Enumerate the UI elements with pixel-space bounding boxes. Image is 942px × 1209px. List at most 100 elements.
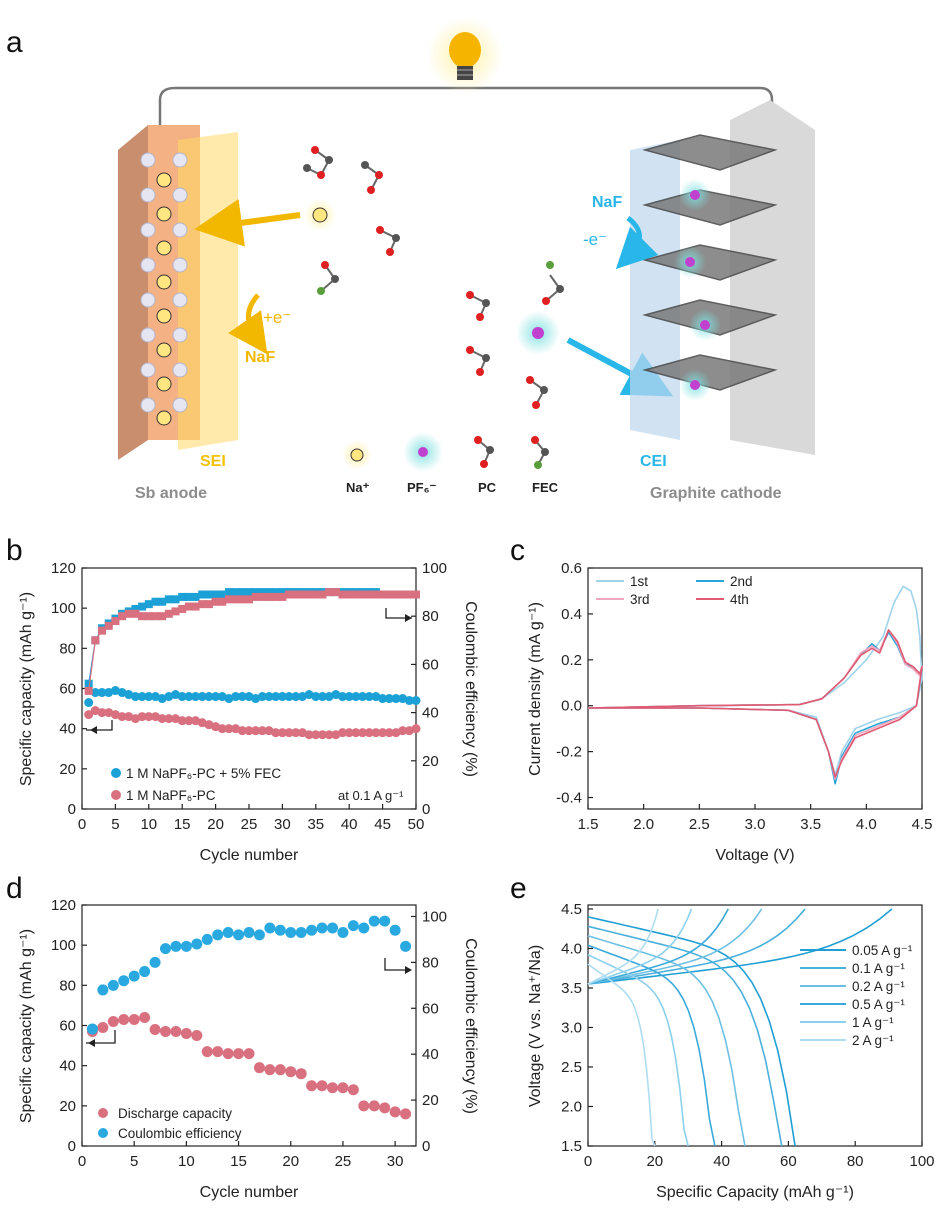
data-point — [231, 588, 240, 597]
x-tick-label: 15 — [230, 1153, 247, 1170]
ylabel-b: Specific capacity (mAh g⁻¹) — [18, 592, 35, 786]
y-tick-label: 4.0 — [561, 940, 582, 957]
data-point — [90, 688, 100, 698]
data-point — [371, 728, 381, 738]
data-point — [84, 686, 93, 695]
data-point — [224, 724, 234, 734]
right-axis-pointer-d — [384, 958, 410, 971]
data-point — [412, 590, 420, 599]
data-point — [274, 1064, 286, 1076]
data-point — [325, 588, 334, 597]
data-point — [337, 1082, 349, 1094]
x-tick-label: 4.5 — [912, 816, 933, 833]
x-tick-label: 1.5 — [578, 816, 599, 833]
data-point — [111, 617, 120, 626]
data-point — [391, 694, 401, 704]
data-point — [149, 956, 161, 968]
data-point — [411, 696, 421, 706]
panel-c-chart: 1.5 2.0 2.5 3.0 3.5 4.0 4.5 -0.4 -0.2 0.0 0.2 0.4 0.… — [527, 560, 932, 864]
x-tick-label: 0 — [78, 1153, 86, 1170]
data-point — [212, 1046, 224, 1058]
legend-e-entry: 2 A g⁻¹ — [852, 1033, 894, 1048]
legend-c-4th: 4th — [730, 592, 749, 607]
x-tick-label: 0 — [584, 1153, 592, 1170]
data-point — [204, 590, 213, 599]
data-point — [384, 728, 394, 738]
data-point — [222, 927, 234, 939]
data-point — [318, 590, 327, 599]
data-point — [285, 1066, 297, 1078]
y-tick-label: 60 — [59, 1018, 76, 1035]
y-tick-label: 2.5 — [561, 1059, 582, 1076]
data-point — [97, 1022, 109, 1034]
legend-e-entry: 0.1 A g⁻¹ — [852, 961, 905, 976]
data-point — [257, 726, 267, 736]
y-tick-label: 80 — [59, 640, 76, 657]
x-tick-label: 0 — [78, 816, 86, 833]
data-point — [139, 1011, 151, 1023]
plot-frame-e — [587, 904, 923, 1147]
oxidation-arrow — [615, 216, 659, 270]
x-tick-label: 40 — [341, 816, 358, 833]
data-point — [251, 592, 260, 601]
legend-b-pc: 1 M NaPF₆-PC — [126, 788, 216, 803]
data-point — [224, 595, 233, 604]
data-point — [97, 688, 107, 698]
data-point — [151, 612, 160, 621]
legend-marker-d-discharge — [98, 1108, 108, 1118]
data-point — [338, 692, 348, 702]
data-point — [86, 1023, 98, 1035]
data-point — [284, 728, 294, 738]
y2-tick-label: 20 — [422, 753, 439, 770]
data-point — [400, 940, 412, 952]
data-point — [378, 694, 388, 704]
y-tick-label: 0.0 — [561, 698, 582, 715]
data-point — [295, 1068, 307, 1080]
y2-tick-label: 100 — [422, 908, 447, 925]
data-point — [237, 692, 247, 702]
x-tick-label: 2.5 — [689, 816, 710, 833]
data-point — [298, 590, 307, 599]
panel-b-chart: 0 5 10 15 20 25 30 35 40 45 5002040608010012002040… — [18, 560, 479, 864]
data-point — [217, 724, 227, 734]
data-point — [201, 1046, 213, 1058]
y-tick-label: 3.5 — [561, 980, 582, 997]
data-point — [191, 938, 203, 950]
data-point — [137, 692, 147, 702]
data-point — [198, 600, 207, 609]
data-point — [331, 588, 340, 597]
left-axis-pointer-b — [86, 720, 113, 731]
data-point — [184, 602, 193, 611]
data-point — [278, 588, 287, 597]
x-tick-label: 50 — [408, 816, 425, 833]
legend-c-3rd: 3rd — [630, 592, 650, 607]
key-fec: FEC — [532, 480, 559, 495]
data-point — [317, 692, 327, 702]
data-point — [265, 592, 274, 601]
data-point — [285, 590, 294, 599]
panel-label-a: a — [6, 26, 23, 59]
x-tick-label: 30 — [274, 816, 291, 833]
discharge-curve — [587, 935, 746, 1147]
data-point — [180, 1028, 192, 1040]
data-point — [144, 692, 154, 702]
data-point — [178, 592, 187, 601]
data-point — [138, 612, 147, 621]
data-point — [251, 588, 260, 597]
panel-d-chart: 0 5 10 15 20 25 30020406080100120020406080100 … — [18, 897, 479, 1201]
data-point — [337, 927, 349, 939]
x-tick-label: 15 — [174, 816, 191, 833]
data-point — [400, 1108, 412, 1120]
legend-e-entry: 1 A g⁻¹ — [852, 1015, 894, 1030]
data-point — [316, 922, 328, 934]
data-point — [237, 726, 247, 736]
panel-label-c: c — [510, 534, 525, 567]
x-tick-label: 5 — [130, 1153, 138, 1170]
data-point — [347, 920, 359, 932]
data-point — [347, 1084, 359, 1096]
data-point — [204, 600, 213, 609]
y2-tick-label: 100 — [422, 560, 447, 577]
data-point — [144, 712, 154, 722]
y2-tick-label: 0 — [422, 801, 430, 818]
data-point — [291, 692, 301, 702]
